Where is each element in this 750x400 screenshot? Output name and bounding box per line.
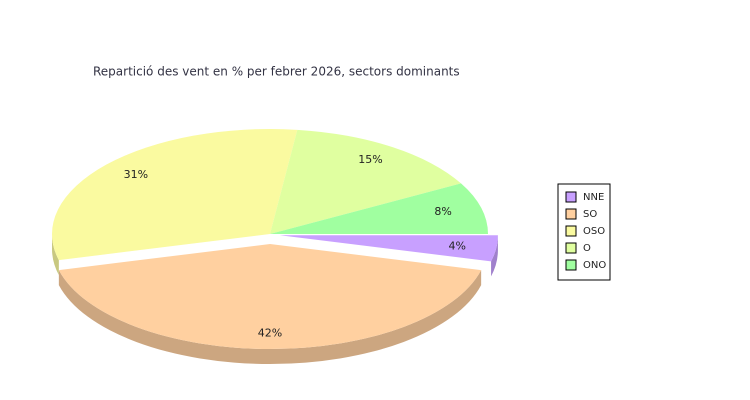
- chart-title: Repartició des vent en % per febrer 2026…: [93, 65, 460, 79]
- legend-swatch: [565, 259, 577, 271]
- slice: [270, 129, 462, 234]
- data-label: 15%: [358, 153, 382, 166]
- legend-swatch: [565, 242, 577, 254]
- legend-label: O: [583, 243, 591, 254]
- slice: [270, 183, 488, 234]
- data-label: 42%: [258, 326, 282, 339]
- legend-label: SO: [583, 209, 597, 220]
- data-label: 4%: [449, 239, 466, 252]
- legend-swatch: [565, 208, 577, 220]
- data-label: 31%: [124, 168, 148, 181]
- legend-label: NNE: [583, 192, 604, 203]
- data-label: 8%: [434, 205, 451, 218]
- legend-swatch: [565, 225, 577, 237]
- slice: [279, 235, 498, 262]
- slice-side: [52, 234, 59, 276]
- legend-label: ONO: [583, 260, 606, 271]
- slice: [51, 129, 298, 261]
- slice-side: [58, 270, 482, 364]
- legend-label: OSO: [583, 226, 605, 237]
- legend-swatch: [565, 191, 577, 203]
- slice-side: [491, 235, 498, 277]
- slice: [58, 244, 482, 349]
